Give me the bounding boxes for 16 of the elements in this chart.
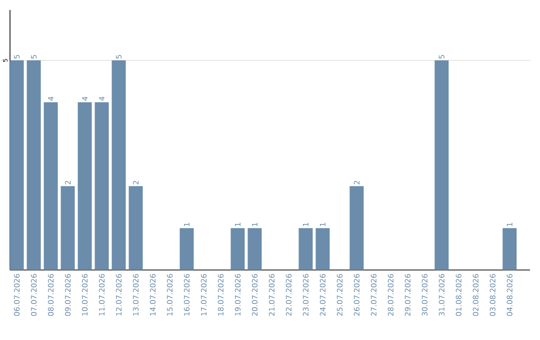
bar <box>94 102 109 270</box>
bar <box>298 228 313 270</box>
bar <box>128 186 143 270</box>
bar <box>502 228 517 270</box>
bar <box>44 102 58 270</box>
bar <box>316 228 330 270</box>
bar <box>434 60 449 270</box>
bar <box>180 228 194 270</box>
bar <box>112 60 126 270</box>
bar <box>26 60 41 270</box>
bar <box>230 228 245 270</box>
bar <box>60 186 75 270</box>
bar <box>78 102 92 270</box>
bar <box>350 186 364 270</box>
bar <box>10 60 24 270</box>
bar <box>248 228 262 270</box>
